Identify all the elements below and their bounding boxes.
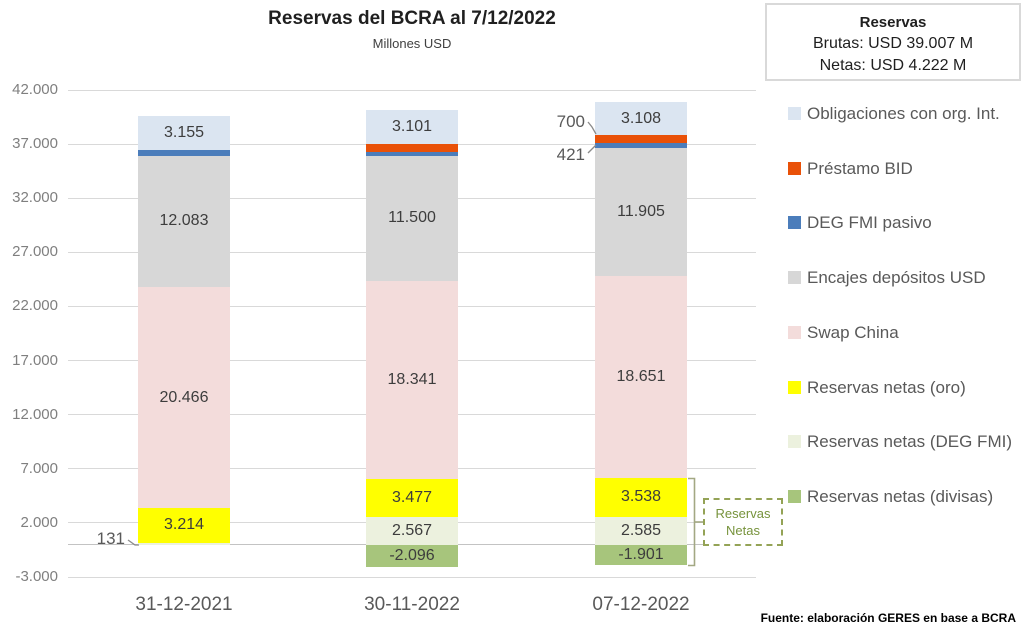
legend-swatch-swap_china-icon [788, 325, 801, 339]
legend-label-divisas: Reservas netas (divisas) [807, 486, 994, 506]
segment-value-label: 3.538 [620, 488, 662, 506]
summary-net-reserves: Netas: USD 4.222 M [819, 57, 967, 74]
y-gridline [68, 576, 756, 578]
net-reserves-callout-box: Reservas Netas [703, 498, 783, 546]
segment-value-label: 3.477 [391, 489, 433, 507]
reserves-summary-box: Reservas Brutas: USD 39.007 M Netas: USD… [765, 3, 1021, 81]
legend-label-deg_netas: Reservas netas (DEG FMI) [807, 432, 1012, 452]
bar-segment-encajes: 11.500 [366, 156, 458, 281]
legend-item-divisas: Reservas netas (divisas) [788, 487, 1026, 507]
callout-label-deg-netas-2021: 131 [96, 529, 125, 548]
y-axis-tick-label: 27.000 [12, 243, 58, 261]
legend-item-prestamo_bid: Préstamo BID [788, 159, 1026, 179]
y-axis-tick-label: 7.000 [20, 459, 58, 477]
y-axis-tick-label: 22.000 [12, 297, 58, 315]
bar-segment-divisas: -2.096 [366, 544, 458, 568]
bar-segment-obligaciones: 3.108 [595, 101, 687, 136]
callout-label-prestamo-bid: 700 [556, 112, 585, 131]
legend-swatch-oro-icon [788, 380, 801, 394]
bar-segment-deg_pasivo [595, 143, 687, 148]
segment-value-label: 11.905 [617, 202, 665, 220]
segment-value-label: 3.108 [620, 109, 662, 127]
bar-segment-encajes: 11.905 [595, 147, 687, 277]
y-axis-tick-label: 42.000 [12, 81, 58, 98]
legend-swatch-deg_netas-icon [788, 435, 801, 449]
net-reserves-callout-line1: Reservas [715, 506, 771, 521]
chart-title: Reservas del BCRA al 7/12/2022 [268, 8, 556, 29]
segment-value-label: 18.341 [387, 370, 437, 388]
legend-swatch-divisas-icon [788, 489, 801, 503]
legend-swatch-prestamo_bid-icon [788, 161, 801, 175]
bar-segment-obligaciones: 3.155 [138, 115, 230, 151]
y-axis-tick-label: 32.000 [12, 189, 58, 207]
bar-segment-oro: 3.477 [366, 479, 458, 517]
y-axis-tick-label: 2.000 [20, 513, 58, 531]
source-note: Fuente: elaboración GERES en base a BCRA [760, 611, 1016, 625]
y-axis-tick-label: -3.000 [15, 568, 58, 585]
bar-segment-prestamo_bid [595, 135, 687, 144]
summary-box-title: Reservas [859, 14, 927, 31]
bar-segment-prestamo_bid [366, 144, 458, 152]
segment-value-label: 11.500 [388, 209, 436, 227]
legend-swatch-deg_pasivo-icon [788, 216, 801, 230]
segment-value-label: 3.214 [163, 516, 205, 534]
legend-item-obligaciones: Obligaciones con org. Int. [788, 104, 1026, 124]
callout-line-131 [127, 539, 139, 546]
bar-segment-swap_china: 18.341 [366, 280, 458, 480]
x-axis-category-label: 31-12-2021 [135, 594, 233, 615]
chart-subtitle: Millones USD [372, 36, 452, 51]
segment-value-label: -1.901 [618, 545, 664, 563]
legend-label-oro: Reservas netas (oro) [807, 377, 966, 397]
legend-swatch-obligaciones-icon [788, 107, 801, 120]
bar-segment-swap_china: 18.651 [595, 276, 687, 479]
x-axis-category-label: 07-12-2022 [592, 594, 690, 615]
legend-item-swap_china: Swap China [788, 323, 1026, 343]
legend-item-deg_pasivo: DEG FMI pasivo [788, 213, 1026, 233]
segment-value-label: -2.096 [389, 546, 435, 564]
legend-item-oro: Reservas netas (oro) [788, 378, 1026, 398]
y-axis-tick-label: 37.000 [12, 135, 58, 153]
bar-segment-deg_pasivo [366, 151, 458, 157]
callout-label-deg-pasivo: 421 [556, 145, 585, 164]
legend-label-deg_pasivo: DEG FMI pasivo [807, 213, 932, 233]
segment-value-label: 20.466 [159, 388, 209, 406]
legend-label-obligaciones: Obligaciones con org. Int. [807, 104, 1000, 123]
bar-segment-deg_netas: 2.585 [595, 516, 687, 545]
segment-value-label: 3.155 [163, 123, 205, 141]
legend-item-encajes: Encajes depósitos USD [788, 268, 1026, 288]
legend-swatch-encajes-icon [788, 271, 801, 285]
callout-line-421 [587, 144, 597, 154]
bar-segment-oro: 3.214 [138, 508, 230, 544]
net-reserves-bracket [688, 477, 696, 567]
segment-value-label: 3.101 [391, 118, 433, 136]
segment-value-label: 12.083 [159, 212, 209, 230]
bar-segment-swap_china: 20.466 [138, 286, 230, 509]
bar-segment-obligaciones: 3.101 [366, 110, 458, 145]
summary-gross-reserves: Brutas: USD 39.007 M [812, 35, 974, 52]
legend-label-prestamo_bid: Préstamo BID [807, 158, 913, 178]
net-reserves-callout-line2: Netas [726, 523, 760, 538]
legend-item-deg_netas: Reservas netas (DEG FMI) [788, 432, 1026, 452]
bar-segment-deg_pasivo [138, 150, 230, 157]
legend-label-swap_china: Swap China [807, 322, 899, 342]
segment-value-label: 2.567 [391, 521, 433, 539]
segment-value-label: 18.651 [616, 368, 666, 386]
x-axis-category-label: 30-11-2022 [364, 594, 460, 615]
y-axis-tick-label: 12.000 [12, 405, 58, 423]
legend-label-encajes: Encajes depósitos USD [807, 268, 986, 288]
callout-line-700 [587, 121, 597, 135]
bar-segment-divisas: -1.901 [595, 544, 687, 566]
bar-segment-encajes: 12.083 [138, 156, 230, 287]
bar-segment-deg_netas [138, 543, 230, 545]
y-axis-tick-label: 17.000 [12, 351, 58, 369]
bar-segment-oro: 3.538 [595, 478, 687, 517]
bar-segment-deg_netas: 2.567 [366, 516, 458, 545]
segment-value-label: 2.585 [620, 521, 662, 539]
y-gridline [68, 89, 756, 91]
